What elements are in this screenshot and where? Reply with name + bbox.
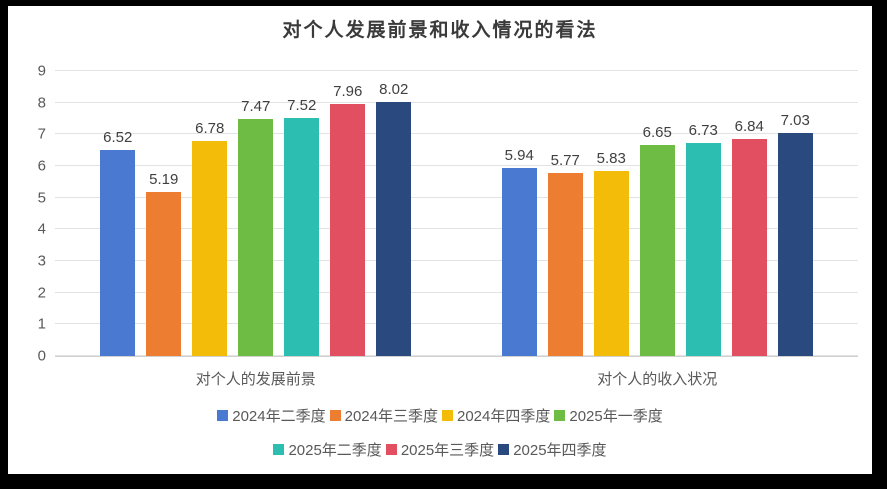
bar: [501, 167, 537, 356]
y-tick-label: 4: [37, 220, 46, 238]
bar: [731, 139, 767, 356]
data-label: 6.84: [734, 118, 764, 136]
data-label: 5.83: [596, 150, 626, 168]
bar: [376, 102, 412, 356]
legend-item: 2025年三季度: [385, 439, 495, 460]
data-label: 6.65: [642, 124, 672, 142]
category-axis: 对个人的发展前景 对个人的收入状况: [55, 368, 858, 389]
category-label: 对个人的发展前景: [195, 371, 316, 388]
gridline: [55, 291, 858, 293]
legend-label: 2025年四季度: [513, 442, 607, 459]
gridline: [55, 228, 858, 230]
y-tick-label: 3: [37, 252, 46, 270]
legend-row: 2024年二季度 2024年三季度 2024年四季度 2025年一季度: [215, 405, 665, 426]
bar: [146, 191, 182, 356]
bar: [777, 133, 813, 356]
legend: 2024年二季度 2024年三季度 2024年四季度 2025年一季度 2025年二季度…: [8, 405, 872, 460]
gridline: [55, 260, 858, 261]
data-label: 6.73: [688, 121, 718, 139]
bar-group: 6.52 5.19 6.78 7.47 7.52 7.96 8.02: [55, 71, 457, 356]
plot-area: 0 1 2 3 4 5 6 7 8 9 6.52 5.19 6.78 7.47 7.52 7.96 8.02 5.…: [38, 64, 858, 364]
y-tick-label: 1: [37, 315, 46, 333]
bar-with-label: 6.73: [685, 71, 721, 356]
bar: [192, 141, 228, 356]
data-label: 5.94: [504, 146, 534, 164]
legend-item: 2025年二季度: [273, 439, 382, 460]
legend-item: 2025年四季度: [498, 439, 607, 460]
bar: [100, 149, 136, 356]
y-tick-label: 2: [37, 284, 46, 302]
gridline: [55, 196, 858, 198]
legend-item: 2024年二季度: [217, 405, 326, 426]
bar-with-label: 5.19: [146, 71, 182, 356]
legend-label: 2025年二季度: [288, 442, 382, 459]
y-tick-label: 8: [37, 94, 46, 112]
bar-with-label: 6.78: [192, 71, 228, 356]
bar-with-label: 5.77: [547, 71, 583, 356]
data-label: 7.96: [333, 82, 363, 100]
legend-swatch: [385, 444, 397, 455]
data-label: 8.02: [379, 81, 409, 99]
y-tick-label: 9: [37, 62, 46, 80]
data-label: 7.52: [287, 96, 317, 114]
gridline: [55, 101, 858, 103]
legend-swatch: [273, 444, 285, 455]
gridline: [55, 133, 858, 135]
legend-swatch: [442, 410, 453, 421]
legend-swatch: [217, 410, 229, 421]
gridline: [55, 323, 858, 325]
legend-row: 2025年二季度 2025年三季度 2025年四季度: [271, 439, 608, 460]
data-label: 6.52: [103, 128, 133, 146]
y-tick-label: 6: [37, 157, 46, 175]
bar-with-label: 6.65: [639, 71, 675, 356]
bar-group: 5.94 5.77 5.83 6.65 6.73 6.84 7.03: [457, 71, 859, 356]
gridline: [55, 355, 858, 356]
gridline: [55, 165, 858, 166]
legend-swatch: [498, 444, 510, 455]
data-label: 5.77: [550, 152, 580, 170]
legend-item: 2025年一季度: [554, 405, 663, 426]
legend-label: 2024年四季度: [457, 408, 551, 425]
bar-with-label: 7.96: [330, 71, 366, 356]
legend-swatch: [554, 410, 566, 421]
bar: [547, 173, 583, 356]
category-label: 对个人的收入状况: [597, 371, 718, 388]
bar: [639, 145, 675, 356]
data-label: 7.47: [241, 98, 271, 116]
legend-label: 2024年三季度: [344, 408, 438, 425]
bar-with-label: 7.47: [238, 71, 274, 356]
bar: [685, 142, 721, 356]
bar-with-label: 6.84: [731, 71, 767, 356]
chart-title: 对个人发展前景和收入情况的看法: [282, 19, 598, 41]
legend-swatch: [329, 410, 341, 421]
bar-with-label: 7.03: [777, 71, 813, 356]
bar-with-label: 5.83: [593, 71, 629, 356]
bar-with-label: 8.02: [376, 71, 412, 356]
chart-canvas: 对个人发展前景和收入情况的看法 0 1 2 3 4 5 6 7 8 9 6.52 5.19 6.78 7.…: [8, 6, 872, 474]
data-label: 6.78: [195, 120, 225, 138]
bar-with-label: 7.52: [284, 71, 320, 356]
y-tick-label: 7: [37, 125, 46, 143]
y-tick-label: 0: [37, 347, 46, 365]
bar-groups: 6.52 5.19 6.78 7.47 7.52 7.96 8.02 5.94 5.77 5.83…: [55, 71, 858, 356]
legend-label: 2025年三季度: [400, 442, 495, 459]
data-label: 7.03: [780, 112, 810, 130]
data-label: 5.19: [149, 170, 179, 188]
bar-with-label: 6.52: [100, 71, 136, 356]
bar: [238, 119, 274, 356]
bar: [330, 103, 366, 356]
bar: [593, 171, 629, 356]
y-tick-label: 5: [37, 189, 46, 207]
legend-label: 2025年一季度: [569, 408, 663, 425]
legend-item: 2024年三季度: [329, 405, 438, 426]
gridline: [55, 70, 858, 71]
legend-label: 2024年二季度: [232, 408, 326, 425]
bar-with-label: 5.94: [501, 71, 537, 356]
legend-item: 2024年四季度: [442, 405, 550, 426]
bar: [284, 117, 320, 356]
